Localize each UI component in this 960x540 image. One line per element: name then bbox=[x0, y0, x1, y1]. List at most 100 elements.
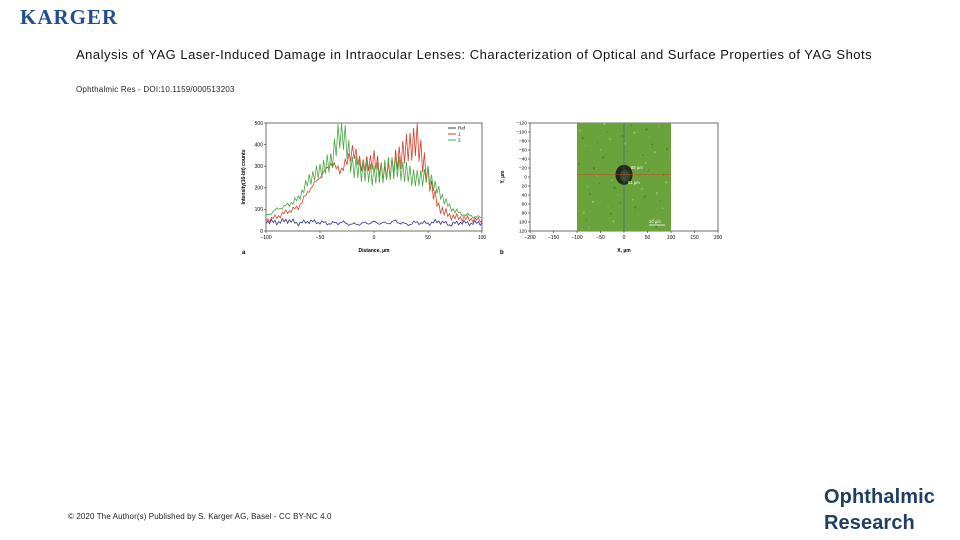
panel-b-y-axis-label: Y, µm bbox=[500, 170, 506, 183]
micrograph-texture bbox=[658, 125, 660, 127]
micrograph-texture bbox=[612, 220, 615, 223]
micrograph-image bbox=[576, 122, 671, 231]
x-tick-label: 100 bbox=[667, 235, 676, 241]
micrograph-texture bbox=[644, 161, 647, 165]
micrograph-texture bbox=[634, 206, 637, 209]
x-tick-label: 150 bbox=[690, 235, 699, 241]
micrograph-texture bbox=[596, 175, 598, 177]
y-tick-label: 120 bbox=[519, 229, 527, 235]
micrograph-texture bbox=[617, 161, 619, 163]
figure: −100 −50 0 50 100 0 100 200 300 400 500 Ref 1 2 Dist… bbox=[238, 115, 723, 260]
micrograph-texture bbox=[613, 186, 616, 189]
article-title: Analysis of YAG Laser-Induced Damage in … bbox=[76, 47, 873, 62]
micrograph-texture bbox=[651, 143, 654, 146]
y-tick-label: 40 bbox=[522, 193, 528, 199]
panel-b-micrograph: −200 −150 −100 −50 0 50 100 150 200−120−100−80−6… bbox=[500, 121, 722, 256]
series-line-1 bbox=[265, 123, 483, 224]
micrograph-texture bbox=[609, 212, 612, 215]
panel-b-letter: b bbox=[500, 250, 504, 256]
y-tick-label: 200 bbox=[255, 186, 264, 192]
micrograph-measure-label: 85 µm bbox=[631, 165, 643, 170]
legend-label: 2 bbox=[458, 138, 461, 143]
panel-a-x-axis-label: Distance, µm bbox=[359, 248, 391, 254]
micrograph-texture bbox=[597, 141, 599, 144]
micrograph-texture bbox=[628, 225, 630, 227]
micrograph-texture bbox=[578, 129, 581, 132]
micrograph-texture bbox=[610, 179, 613, 182]
x-tick-label: −100 bbox=[260, 235, 271, 241]
micrograph-texture bbox=[661, 207, 664, 210]
y-tick-label: 80 bbox=[522, 211, 528, 217]
x-tick-label: −150 bbox=[548, 235, 559, 241]
micrograph-texture bbox=[647, 169, 650, 172]
micrograph-texture bbox=[577, 163, 580, 165]
micrograph-texture bbox=[666, 147, 669, 151]
micrograph-texture bbox=[602, 156, 605, 159]
x-tick-label: 50 bbox=[425, 235, 431, 241]
panel-b-x-axis-label: X, µm bbox=[617, 248, 631, 254]
karger-logo: KARGER bbox=[20, 5, 119, 29]
x-tick-label: −200 bbox=[524, 235, 535, 241]
article-citation: Ophthalmic Res - DOI:10.1159/000513203 bbox=[76, 85, 235, 94]
y-tick-label: −80 bbox=[519, 139, 527, 145]
y-tick-label: −20 bbox=[519, 166, 527, 172]
journal-logo: Ophthalmic Research bbox=[824, 484, 935, 536]
damage-spot-core bbox=[620, 169, 630, 182]
legend-label: Ref bbox=[458, 126, 466, 131]
micrograph-texture bbox=[637, 214, 639, 216]
x-tick-label: −50 bbox=[596, 235, 605, 241]
micrograph-texture bbox=[631, 198, 634, 201]
y-tick-label: −60 bbox=[519, 148, 527, 154]
micrograph-texture bbox=[652, 218, 655, 221]
x-tick-label: 100 bbox=[478, 235, 487, 241]
micrograph-texture bbox=[655, 192, 659, 195]
y-tick-label: 0 bbox=[524, 175, 527, 181]
micrograph-texture bbox=[606, 131, 608, 133]
x-tick-label: −50 bbox=[316, 235, 325, 241]
micrograph-texture bbox=[627, 150, 629, 152]
micrograph-texture bbox=[653, 150, 657, 154]
micrograph-texture bbox=[599, 149, 602, 151]
micrograph-texture bbox=[630, 124, 633, 127]
series-line-2 bbox=[265, 122, 483, 219]
micrograph-texture bbox=[665, 181, 668, 184]
micrograph-texture bbox=[669, 155, 671, 158]
micrograph-texture bbox=[603, 122, 606, 126]
y-tick-label: 400 bbox=[255, 142, 264, 148]
series-line-Ref bbox=[265, 217, 483, 227]
micrograph-texture bbox=[585, 219, 587, 221]
micrograph-texture bbox=[582, 211, 585, 214]
y-tick-label: 60 bbox=[522, 202, 528, 208]
y-tick-label: −40 bbox=[519, 157, 527, 163]
micrograph-texture bbox=[638, 180, 640, 182]
micrograph-texture bbox=[607, 205, 609, 207]
micrograph-texture bbox=[584, 145, 587, 147]
micrograph-texture bbox=[616, 194, 619, 196]
x-tick-label: 50 bbox=[645, 235, 651, 241]
y-tick-label: 500 bbox=[255, 121, 264, 127]
legend-label: 1 bbox=[458, 132, 461, 137]
micrograph-texture bbox=[659, 200, 661, 202]
x-tick-label: 0 bbox=[373, 235, 376, 241]
micrograph-scale-label: 20 µm bbox=[649, 219, 661, 224]
y-tick-label: −120 bbox=[516, 121, 527, 127]
micrograph-texture bbox=[598, 182, 601, 185]
micrograph-texture bbox=[641, 154, 644, 157]
micrograph-texture bbox=[588, 226, 591, 229]
y-tick-label: 100 bbox=[255, 207, 264, 213]
micrograph-texture bbox=[640, 187, 643, 190]
x-tick-label: 200 bbox=[714, 235, 723, 241]
copyright-footer: © 2020 The Author(s) Published by S. Kar… bbox=[68, 512, 332, 521]
y-tick-label: 20 bbox=[522, 184, 528, 190]
micrograph-texture bbox=[621, 135, 624, 137]
micrograph-texture bbox=[619, 202, 622, 204]
micrograph-texture bbox=[643, 195, 646, 198]
micrograph-measure-label: 81 µm bbox=[628, 180, 640, 185]
journal-logo-line2: Research bbox=[824, 512, 915, 534]
y-tick-label: 100 bbox=[519, 220, 527, 226]
micrograph-texture bbox=[609, 138, 611, 141]
micrograph-texture bbox=[654, 225, 658, 228]
y-tick-label: 300 bbox=[255, 164, 264, 170]
micrograph-texture bbox=[591, 200, 595, 204]
micrograph-texture bbox=[623, 142, 627, 145]
